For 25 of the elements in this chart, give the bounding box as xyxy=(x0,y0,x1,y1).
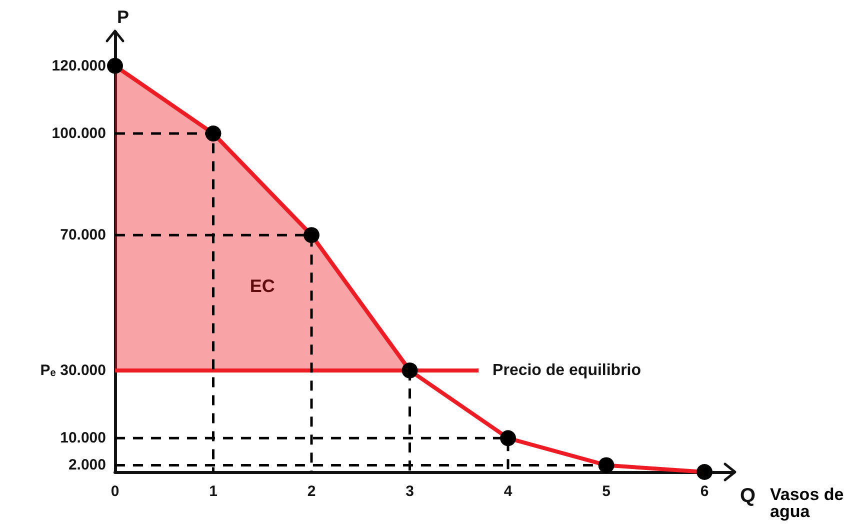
point xyxy=(402,362,418,378)
y-tick-label: 100.000 xyxy=(52,125,106,142)
x-tick-label: 6 xyxy=(700,483,709,500)
x-axis-title: Q xyxy=(740,485,756,507)
y-axis-title: P xyxy=(117,7,130,27)
y-tick-label: 2.000 xyxy=(68,456,106,474)
x-tick-label: 3 xyxy=(406,483,414,500)
y-tick-label: 10.000 xyxy=(60,430,106,447)
point xyxy=(598,457,614,474)
y-tick-label: Pₑ 30.000 xyxy=(40,362,106,379)
x-tick-label: 0 xyxy=(110,483,120,500)
x-tick-label: 4 xyxy=(504,483,513,500)
text: Vasos de agua xyxy=(770,485,848,521)
point xyxy=(500,430,516,446)
point xyxy=(205,126,222,142)
x-tick-label: 1 xyxy=(209,483,218,500)
point xyxy=(304,227,320,244)
point xyxy=(696,464,713,480)
annotation: EC xyxy=(250,276,275,296)
y-tick-label: 120.000 xyxy=(52,57,106,74)
x-tick-label: 2 xyxy=(307,483,316,500)
point xyxy=(107,58,123,74)
y-tick-label: 70.000 xyxy=(60,226,106,244)
series-label: Precio de equilibrio xyxy=(492,362,642,379)
x-tick-label: 5 xyxy=(602,483,610,500)
